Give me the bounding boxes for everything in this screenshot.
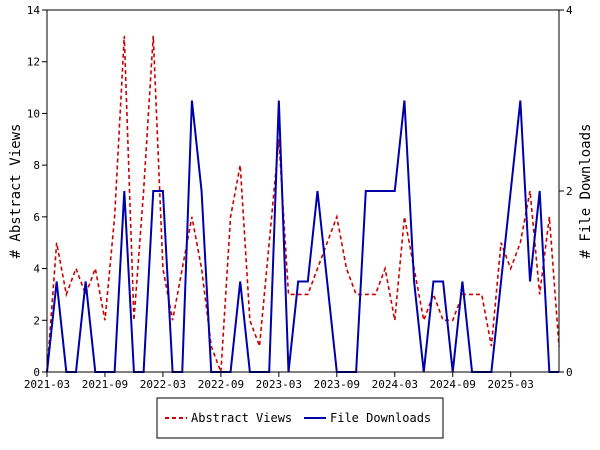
left-tick-label: 8 xyxy=(33,159,40,172)
legend-label-abstract-views: Abstract Views xyxy=(191,411,292,425)
x-tick-label: 2024-09 xyxy=(430,378,476,391)
left-axis-ticks: 0 2 4 6 8 10 12 14 xyxy=(27,4,47,379)
left-tick-label: 4 xyxy=(33,263,40,276)
right-axis-ticks: 0 2 4 xyxy=(559,4,573,379)
y-axis-right-title: # File Downloads xyxy=(578,124,594,259)
y-axis-left-title: # Abstract Views xyxy=(8,124,24,259)
x-tick-label: 2025-03 xyxy=(488,378,534,391)
left-tick-label: 6 xyxy=(33,211,40,224)
left-tick-label: 12 xyxy=(27,56,40,69)
x-tick-label: 2022-03 xyxy=(140,378,186,391)
x-tick-label: 2022-09 xyxy=(198,378,244,391)
legend-box xyxy=(156,397,444,439)
x-tick-label: 2021-09 xyxy=(82,378,128,391)
left-tick-label: 10 xyxy=(27,107,40,120)
right-tick-label: 0 xyxy=(566,366,573,379)
x-tick-label: 2021-03 xyxy=(24,378,70,391)
x-axis-ticks: 2021-03 2021-09 2022-03 2022-09 2023-03 2023-… xyxy=(24,372,534,391)
x-tick-label: 2023-03 xyxy=(256,378,302,391)
left-tick-label: 14 xyxy=(27,4,41,17)
legend-label-file-downloads: File Downloads xyxy=(330,411,431,425)
legend: Abstract Views File Downloads xyxy=(156,397,444,439)
x-tick-label: 2024-03 xyxy=(372,378,418,391)
right-tick-label: 4 xyxy=(566,4,573,17)
right-tick-label: 2 xyxy=(566,185,573,198)
left-tick-label: 2 xyxy=(33,314,40,327)
left-tick-label: 0 xyxy=(33,366,40,379)
x-tick-label: 2023-09 xyxy=(314,378,360,391)
plot-frame xyxy=(46,9,560,373)
